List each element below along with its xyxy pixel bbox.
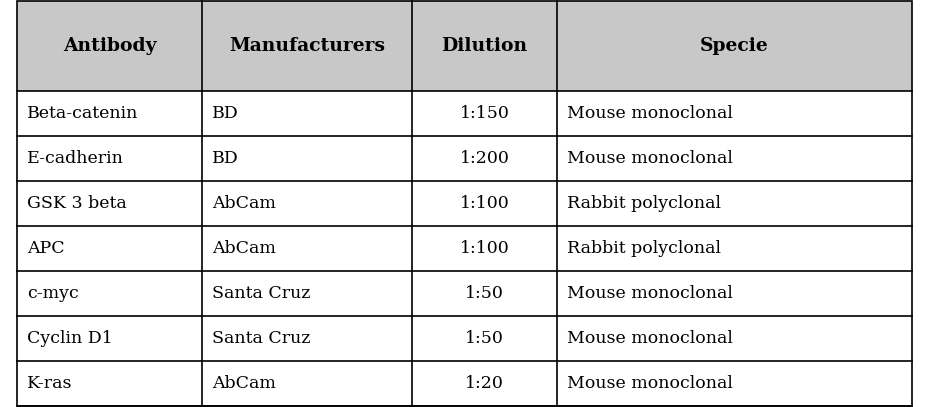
Text: 1:200: 1:200 bbox=[459, 150, 509, 167]
Text: Mouse monoclonal: Mouse monoclonal bbox=[566, 285, 732, 302]
Text: AbCam: AbCam bbox=[212, 195, 276, 212]
Text: AbCam: AbCam bbox=[212, 375, 276, 392]
Text: 1:100: 1:100 bbox=[459, 240, 509, 257]
Text: 1:20: 1:20 bbox=[465, 375, 503, 392]
Text: Beta-catenin: Beta-catenin bbox=[27, 105, 138, 122]
Text: 1:100: 1:100 bbox=[459, 195, 509, 212]
Text: K-ras: K-ras bbox=[27, 375, 72, 392]
Text: 1:150: 1:150 bbox=[459, 105, 509, 122]
Text: Santa Cruz: Santa Cruz bbox=[212, 330, 310, 347]
Text: BD: BD bbox=[212, 105, 238, 122]
Text: Cyclin D1: Cyclin D1 bbox=[27, 330, 112, 347]
Text: Mouse monoclonal: Mouse monoclonal bbox=[566, 150, 732, 167]
Bar bbox=[17, 91, 911, 406]
Text: 1:50: 1:50 bbox=[465, 330, 503, 347]
Text: Mouse monoclonal: Mouse monoclonal bbox=[566, 375, 732, 392]
Text: Dilution: Dilution bbox=[441, 37, 527, 55]
Text: Rabbit polyclonal: Rabbit polyclonal bbox=[566, 240, 720, 257]
Text: BD: BD bbox=[212, 150, 238, 167]
Text: Santa Cruz: Santa Cruz bbox=[212, 285, 310, 302]
Bar bbox=[17, 1, 911, 91]
Text: AbCam: AbCam bbox=[212, 240, 276, 257]
Text: Specie: Specie bbox=[700, 37, 768, 55]
Text: c-myc: c-myc bbox=[27, 285, 79, 302]
Text: GSK 3 beta: GSK 3 beta bbox=[27, 195, 126, 212]
Text: Antibody: Antibody bbox=[62, 37, 156, 55]
Text: E-cadherin: E-cadherin bbox=[27, 150, 123, 167]
Text: Rabbit polyclonal: Rabbit polyclonal bbox=[566, 195, 720, 212]
Text: Mouse monoclonal: Mouse monoclonal bbox=[566, 330, 732, 347]
Text: APC: APC bbox=[27, 240, 65, 257]
Text: 1:50: 1:50 bbox=[465, 285, 503, 302]
Text: Mouse monoclonal: Mouse monoclonal bbox=[566, 105, 732, 122]
Text: Manufacturers: Manufacturers bbox=[229, 37, 384, 55]
